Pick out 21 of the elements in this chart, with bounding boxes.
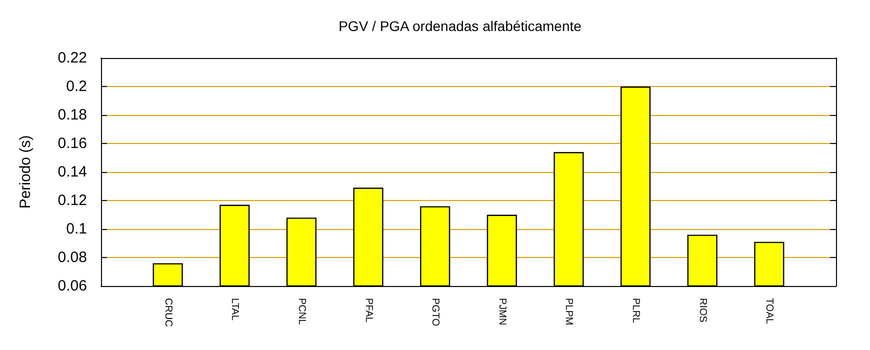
x-tick-label: LTAL: [229, 298, 240, 321]
x-tick-label: PJMN: [496, 298, 508, 326]
x-tick-label: TOAL: [764, 298, 775, 324]
x-tick-label: PLPM: [563, 298, 574, 326]
x-tick-label: RIOS: [696, 298, 708, 323]
y-tick-label: 0.22: [58, 50, 87, 66]
y-tick-label: 0.06: [58, 278, 87, 294]
y-axis-title: Periodo (s): [17, 135, 34, 209]
x-tick-label: PLRL: [630, 298, 642, 324]
x-tick-label: CRUC: [162, 298, 174, 327]
x-tick-label: PCNL: [296, 298, 307, 326]
y-tick-label: 0.16: [58, 135, 87, 152]
y-tick-label: 0.08: [58, 249, 87, 266]
x-tick-label: PGTO: [430, 298, 441, 326]
y-tick-label: 0.18: [58, 106, 87, 124]
chart-title: PGV / PGA ordenadas alfabéticamente: [338, 18, 582, 34]
y-tick-label: 0.2: [66, 78, 87, 95]
y-tick-label: 0.14: [58, 164, 87, 180]
y-tick-label: 0.1: [66, 220, 87, 238]
y-tick-label: 0.12: [58, 192, 87, 209]
x-tick-label: PFAL: [362, 298, 374, 323]
